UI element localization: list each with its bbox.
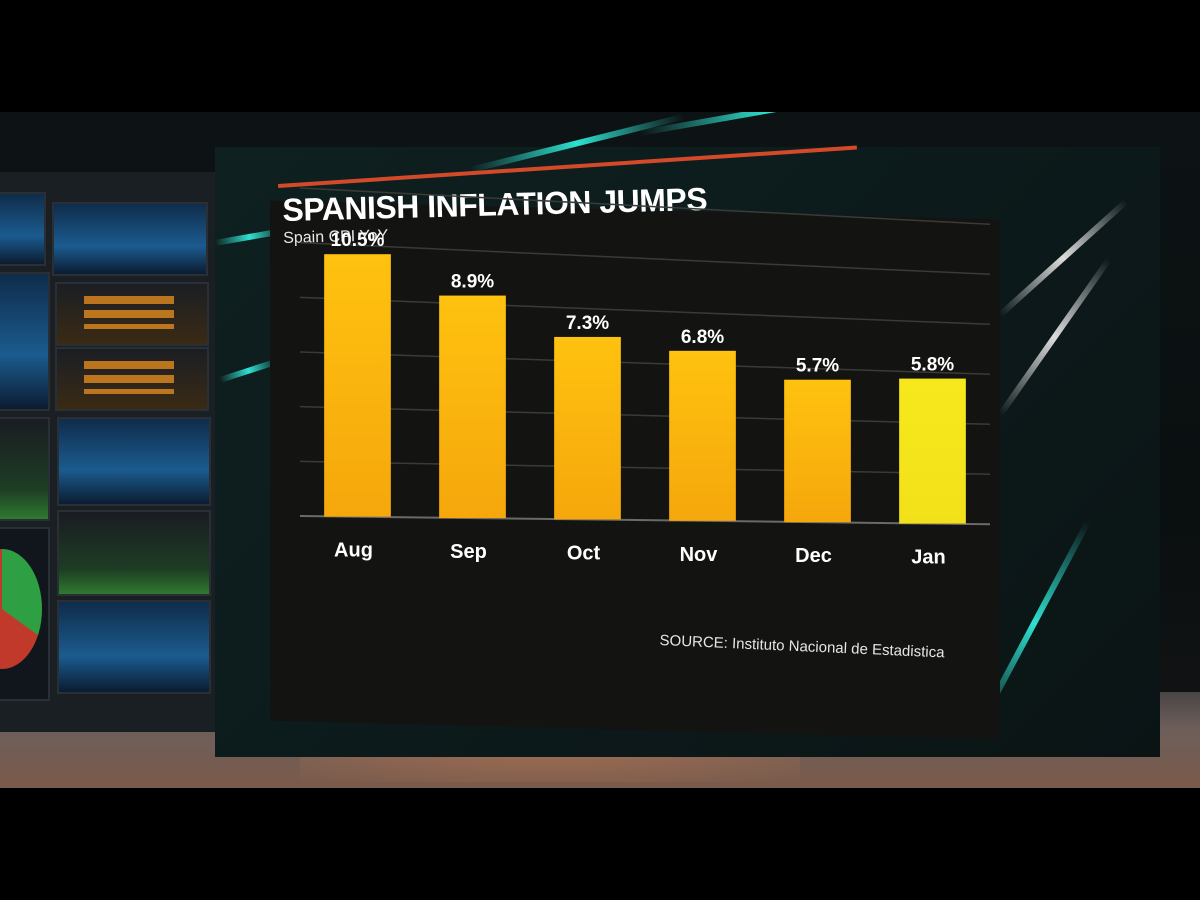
video-wall-tile [0,417,50,521]
bar-aug [324,254,391,517]
gridline [299,460,991,476]
letterbox-top [0,0,1200,112]
letterbox-bottom [0,788,1200,900]
bar-dec [784,379,851,523]
video-wall [0,172,222,732]
bar-value-label: 8.9% [451,272,494,293]
bar-value-label: 10.5% [331,230,385,251]
gridline [299,241,991,276]
x-tick-label: Nov [680,544,719,566]
bar-value-label: 5.8% [911,355,954,376]
studio-scene: SPANISH INFLATION JUMPS Spain CPI YoY 10… [0,112,1200,788]
video-wall-tile [55,282,209,346]
bar-chart: 10.5% Aug 8.9% Sep 7.3% Oct 6.8% Nov 5.7% Dec 5.8%… [299,187,991,569]
bar-value-label: 7.3% [566,313,609,334]
x-tick-label: Sep [450,541,487,563]
bar-nov [669,350,736,521]
gridline [299,187,991,226]
x-tick-label: Aug [334,540,373,562]
video-wall-tile [0,527,50,701]
gridline [299,351,991,376]
x-axis-line [299,515,991,526]
bar-oct [554,336,621,520]
x-tick-label: Dec [795,545,832,567]
video-wall-tile [55,347,209,411]
video-wall-tile [0,272,50,411]
video-wall-tile [57,417,211,506]
bar-value-label: 6.8% [681,327,724,348]
gridline [299,296,991,326]
bar-sep [439,295,506,519]
gridline [299,405,991,426]
x-tick-label: Oct [567,542,601,564]
video-wall-tile [0,192,46,266]
bar-value-label: 5.7% [796,356,839,377]
video-wall-tile [52,202,208,276]
x-tick-label: Jan [911,547,945,569]
video-wall-tile [57,510,211,596]
bar-jan [899,378,966,524]
video-wall-tile [57,600,211,694]
